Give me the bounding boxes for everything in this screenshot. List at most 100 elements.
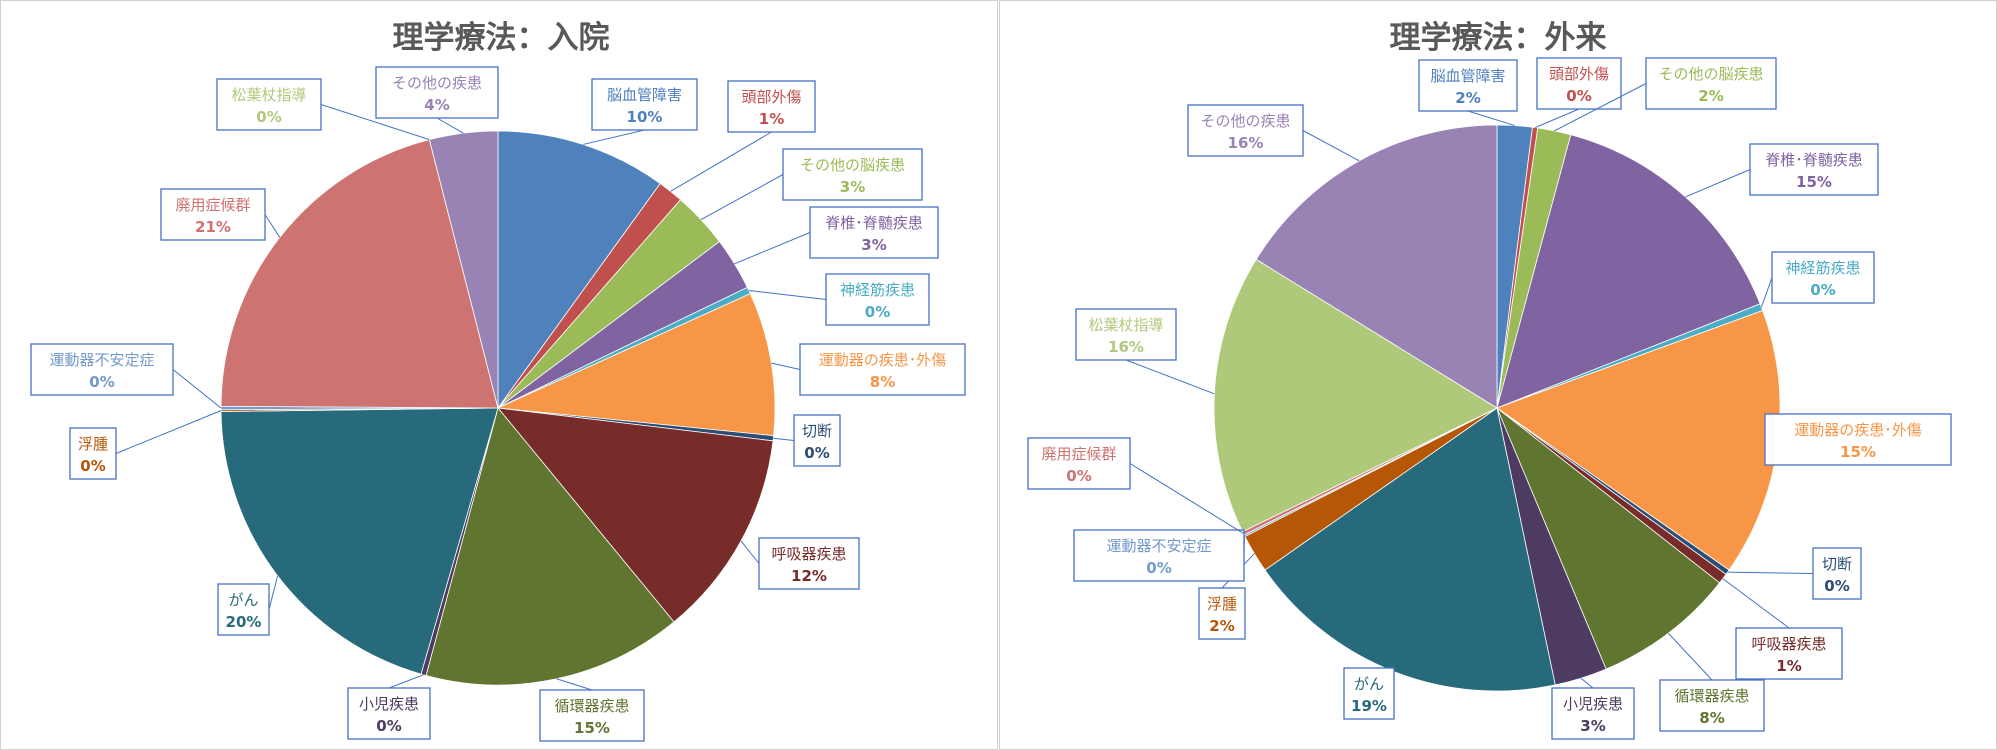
data-label-circulatory: 循環器疾患 8% [1659,632,1765,732]
label-box [1659,679,1765,732]
slice-category-label: 神経筋疾患 [840,281,915,299]
label-box [1771,251,1875,304]
slice-percent-label: 8% [1699,709,1724,727]
slice-percent-label: 12% [791,567,827,585]
slice-percent-label: 0% [1566,87,1591,105]
pie-slice-spine [1496,134,1761,409]
data-label-other-brain: その他の脳疾患 3% [700,148,923,221]
slice-percent-label: 0% [376,717,401,735]
leader-line [1760,277,1773,308]
slice-category-label: 切断 [1822,555,1852,573]
data-label-amputation: 切断 0% [773,414,841,467]
data-label-cerebrovascular: 脳血管障害 10% [583,78,698,145]
slice-percent-label: 21% [195,218,231,236]
data-label-disuse-syndrome: 廃用症候群 0% [1027,437,1244,534]
label-box [799,343,966,396]
slice-percent-label: 0% [1066,467,1091,485]
slice-category-label: 呼吸器疾患 [771,545,846,563]
slice-category-label: 循環器疾患 [1674,687,1749,705]
slice-percent-label: 4% [424,96,449,114]
slice-percent-label: 16% [1108,338,1144,356]
leader-line [771,362,801,370]
label-box [1764,413,1952,466]
data-label-other-brain: その他の脳疾患 2% [1554,57,1777,132]
slice-category-label: 廃用症候群 [175,196,250,214]
leader-line [734,232,811,265]
data-label-head-injury: 頭部外傷 0% [1534,57,1622,129]
label-box [727,80,816,133]
data-label-other-disease: その他の疾患 16% [1187,104,1360,162]
label-box [1749,143,1879,196]
data-label-respiratory: 呼吸器疾患 12% [740,537,860,590]
slice-category-label: その他の脳疾患 [800,156,905,174]
slice-category-label: がん [1354,675,1384,693]
data-label-musculoskeletal: 運動器の疾患･外傷 8% [771,343,966,396]
pie-slice-other-disease [428,130,499,409]
data-label-locomotive-instability: 運動器不安定症 0% [30,343,222,409]
slice-percent-label: 0% [80,457,105,475]
slice-percent-label: 19% [1351,697,1387,715]
leader-line [1302,130,1360,162]
slice-category-label: 脊椎･脊髄疾患 [1765,151,1863,169]
label-box [1073,529,1245,582]
slice-category-label: 浮腫 [1207,595,1237,613]
slice-category-label: その他の疾患 [392,74,482,92]
label-box [1645,57,1777,110]
slice-category-label: 運動器の疾患･外傷 [1794,421,1922,439]
slice-percent-label: 1% [759,110,784,128]
leader-line [1554,83,1647,132]
slice-percent-label: 0% [1146,559,1171,577]
slice-category-label: 小児疾患 [359,695,419,713]
leader-line [1467,110,1515,127]
data-label-disuse-syndrome: 廃用症候群 21% [160,188,281,241]
slice-percent-label: 0% [256,108,281,126]
leader-line [1129,463,1244,534]
leader-line [740,540,760,564]
data-label-head-injury: 頭部外傷 1% [670,80,816,192]
leader-line [773,437,795,441]
data-label-amputation: 切断 0% [1727,547,1862,600]
pie-slice-other-disease [1255,124,1498,409]
pie-slice-circulatory [425,407,675,686]
leader-line [1727,571,1814,574]
label-box [1198,587,1246,640]
label-box [539,689,645,742]
label-box [809,206,939,259]
slice-percent-label: 1% [1776,657,1801,675]
slice-category-label: 頭部外傷 [1549,65,1609,83]
slice-category-label: 小児疾患 [1563,695,1623,713]
pie-chart-inpatient: 理学療法：入院 脳血管障害 10% 頭部外傷 1% その他の脳疾患 3% 脊椎･脊髄疾患 3%… [30,20,966,742]
slice-percent-label: 10% [627,108,663,126]
label-box [591,78,698,131]
label-box [1536,57,1622,110]
pie-slice-crutch-guidance [1213,258,1498,533]
leader-line [115,410,222,454]
label-box [69,427,117,480]
leader-line [388,674,424,689]
leader-line [1685,169,1751,198]
slice-percent-label: 2% [1209,617,1234,635]
label-box [1735,627,1843,680]
slice-percent-label: 3% [861,236,886,254]
slice-percent-label: 16% [1228,134,1264,152]
label-box [1418,59,1518,112]
data-label-spine: 脊椎･脊髄疾患 15% [1685,143,1879,198]
slice-category-label: その他の疾患 [1200,112,1290,130]
slice-percent-label: 2% [1698,87,1723,105]
slice-category-label: 運動器不安定症 [1106,537,1211,555]
slice-category-label: 呼吸器疾患 [1751,635,1826,653]
slice-percent-label: 15% [574,719,610,737]
pie-slice-circulatory [1496,406,1721,670]
data-label-pediatric: 小児疾患 0% [347,674,431,740]
data-label-pediatric: 小児疾患 3% [1551,677,1635,740]
label-box [782,148,923,201]
slice-percent-label: 0% [865,303,890,321]
slice-percent-label: 15% [1796,173,1832,191]
data-label-cancer: がん 19% [1343,667,1395,720]
label-box [217,583,270,636]
slice-category-label: 廃用症候群 [1041,445,1116,463]
slice-category-label: 運動器不安定症 [49,351,154,369]
label-box [160,188,266,241]
data-label-crutch-guidance: 松葉杖指導 0% [216,78,430,141]
data-label-circulatory: 循環器疾患 15% [539,678,645,742]
